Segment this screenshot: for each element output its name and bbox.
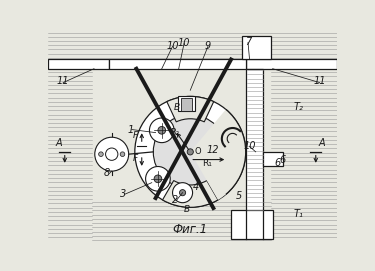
Text: 11: 11 [57,76,69,86]
Text: B: B [183,205,189,214]
Text: 9: 9 [205,41,211,51]
Circle shape [106,148,118,160]
Text: R₂: R₂ [170,128,179,137]
Text: F: F [133,131,138,140]
Bar [246,59,337,69]
Text: 6: 6 [274,159,280,168]
Text: F: F [133,154,138,163]
Text: B: B [173,102,180,112]
Circle shape [153,115,227,189]
Bar [178,96,195,111]
Wedge shape [167,96,214,122]
Circle shape [180,190,186,196]
Text: 7: 7 [245,37,251,47]
Bar [48,59,110,69]
Text: 11: 11 [314,76,326,86]
Text: 4: 4 [192,182,199,192]
Text: 5: 5 [236,191,242,201]
Bar [110,59,246,69]
Text: R₁: R₁ [202,159,212,168]
Bar [246,69,263,211]
Circle shape [172,183,193,203]
Wedge shape [191,109,246,200]
Text: 1: 1 [127,125,134,134]
Text: 6: 6 [279,156,286,165]
Text: T₂: T₂ [293,102,303,112]
Wedge shape [162,180,218,207]
Bar [231,210,273,239]
Text: 8: 8 [104,169,110,178]
Circle shape [187,149,194,155]
Text: 12: 12 [206,145,219,155]
Circle shape [120,152,125,156]
Bar [263,152,283,166]
Text: Фиг.1: Фиг.1 [173,223,208,236]
Text: T₁: T₁ [293,209,303,219]
Text: A: A [319,138,325,148]
Bar [181,98,192,111]
Circle shape [99,152,103,156]
Circle shape [150,118,174,143]
Text: 2: 2 [172,195,178,205]
Text: O: O [195,147,201,156]
Bar [242,36,271,59]
Text: 10: 10 [178,37,190,47]
Circle shape [146,166,170,191]
Circle shape [135,96,246,207]
Text: A: A [55,138,62,148]
Circle shape [158,127,166,134]
Circle shape [154,175,162,183]
Text: 3: 3 [120,189,126,199]
Text: 10: 10 [243,141,256,151]
Circle shape [95,137,129,171]
Text: 10: 10 [166,41,179,51]
